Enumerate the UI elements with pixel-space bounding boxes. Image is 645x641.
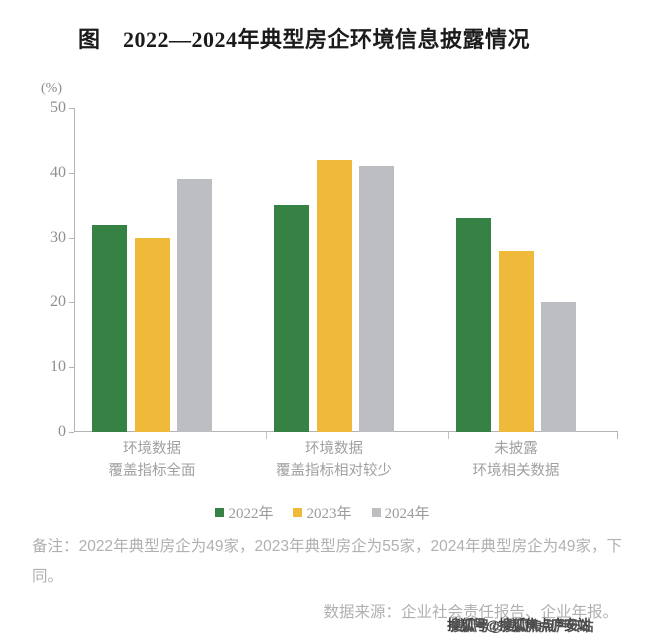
y-axis-tick-mark: [69, 302, 74, 304]
chart-legend: 2022年 2023年 2024年: [0, 500, 645, 524]
legend-label: 2023年: [306, 505, 352, 522]
bar-group: 环境数据 覆盖指标相对较少: [274, 108, 394, 479]
bar[interactable]: [456, 218, 491, 432]
bar[interactable]: [177, 179, 212, 432]
y-axis-tick-label: 20: [50, 293, 66, 311]
y-axis-tick-label: 50: [50, 99, 66, 116]
page-title: 图 2022—2024年典型房企环境信息披露情况: [78, 27, 531, 52]
x-axis-tick-mark: [266, 432, 267, 439]
y-axis-tick-mark: [69, 432, 74, 433]
legend-swatch-icon: [215, 507, 225, 517]
legend-item[interactable]: 2024年: [371, 502, 430, 523]
bar[interactable]: [274, 205, 309, 432]
bar-group: 未披露 环境相关数据: [456, 108, 576, 479]
legend-item[interactable]: 2023年: [293, 502, 352, 523]
y-axis-line: [74, 108, 75, 432]
bar[interactable]: [317, 159, 352, 432]
legend-label: 2022年: [228, 505, 274, 522]
chart-canvas: (%) 50 40 30 20 10 0 环境数据 覆盖指标全面 环境数据 覆盖指标相对较少…: [0, 80, 645, 500]
y-axis-tick-label: 0: [58, 423, 66, 440]
x-axis-category-label: 未披露 环境相关数据: [472, 441, 560, 479]
chart-source: 数据来源：企业社会责任报告、企业年报。: [323, 604, 618, 621]
y-axis-tick-mark: [69, 237, 74, 239]
y-axis-tick-label: 30: [50, 228, 66, 246]
x-axis-category-label: 环境数据 覆盖指标全面: [108, 441, 196, 479]
y-axis-unit-label: (%): [41, 81, 62, 96]
y-axis-tick-label: 10: [50, 358, 66, 376]
y-axis-tick-mark: [69, 172, 74, 174]
y-axis-tick-mark: [69, 108, 74, 109]
watermark-text: 搜狐号@搜狐焦点庐安站: [447, 617, 591, 633]
y-axis-tick-mark: [69, 367, 74, 369]
legend-label: 2024年: [384, 505, 430, 522]
x-axis-tick-mark: [448, 432, 449, 439]
x-axis-category-label: 环境数据 覆盖指标相对较少: [276, 441, 392, 479]
x-axis-end-tick: [617, 432, 618, 439]
y-axis-tick-label: 40: [50, 163, 66, 181]
bar-group: 环境数据 覆盖指标全面: [92, 108, 212, 479]
bar[interactable]: [359, 166, 394, 432]
watermark: 搜狐号@搜狐焦点庐安站 搜狐号@搜狐焦点庐安站: [447, 616, 594, 634]
bar[interactable]: [499, 250, 534, 432]
bar[interactable]: [135, 237, 170, 432]
chart-note: 备注：2022年典型房企为49家，2023年典型房企为55家，2024年典型房企…: [32, 538, 622, 585]
plot-area: 50 40 30 20 10 0 环境数据 覆盖指标全面 环境数据 覆盖指标相对较少 未披露 …: [50, 100, 618, 479]
watermark-text-ghost: 搜狐号@搜狐焦点庐安站: [450, 618, 594, 634]
bar[interactable]: [92, 224, 127, 432]
legend-item[interactable]: 2022年: [215, 502, 273, 523]
bar[interactable]: [541, 302, 576, 432]
legend-swatch-icon: [371, 507, 381, 517]
legend-swatch-icon: [293, 507, 303, 517]
